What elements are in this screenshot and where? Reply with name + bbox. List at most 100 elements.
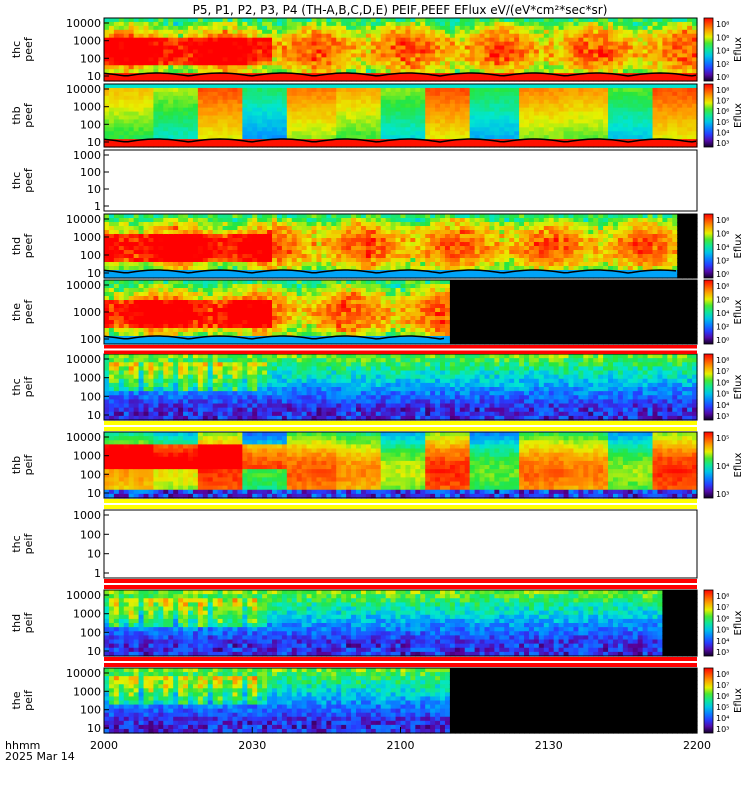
heatmap-cell	[405, 131, 411, 136]
heatmap-cell	[612, 87, 619, 93]
heatmap-cell	[123, 246, 130, 251]
heatmap-cell	[617, 143, 624, 148]
heatmap-cell	[430, 266, 436, 271]
heatmap-cell	[138, 18, 145, 23]
heatmap-cell	[489, 69, 495, 74]
heatmap-cell	[385, 119, 392, 124]
heatmap-cell	[247, 123, 253, 128]
heatmap-cell	[217, 214, 224, 219]
heatmap-cell	[232, 33, 239, 39]
heatmap-cell	[375, 99, 382, 105]
heatmap-cell	[622, 123, 629, 128]
heatmap-cell	[608, 87, 614, 93]
heatmap-cell	[385, 84, 392, 89]
heatmap-cell	[642, 61, 649, 66]
heatmap-cell	[687, 99, 693, 105]
heatmap-cell	[222, 99, 229, 105]
heatmap-cell	[286, 84, 293, 89]
heatmap-cell	[519, 111, 525, 117]
heatmap-cell	[622, 18, 629, 23]
heatmap-cell	[642, 84, 649, 89]
heatmap-cell	[385, 127, 392, 132]
heatmap-cell	[612, 135, 619, 140]
heatmap-cell	[296, 274, 303, 279]
heatmap-cell	[543, 119, 550, 124]
heatmap-cell	[608, 119, 614, 124]
heatmap-cell	[622, 49, 629, 55]
heatmap-cell	[642, 65, 649, 70]
heatmap-cell	[153, 73, 159, 78]
heatmap-cell	[306, 258, 313, 263]
heatmap-cell	[390, 29, 397, 35]
heatmap-cell	[207, 127, 214, 132]
heatmap-cell	[341, 57, 347, 62]
heatmap-cell	[336, 254, 342, 259]
heatmap-cell	[262, 258, 268, 263]
heatmap-cell	[316, 91, 323, 97]
heatmap-cell	[237, 242, 243, 247]
heatmap-cell	[410, 242, 416, 247]
heatmap-cell	[494, 18, 500, 23]
heatmap-cell	[252, 222, 258, 227]
heatmap-cell	[301, 135, 308, 140]
heatmap-cell	[178, 53, 184, 58]
heatmap-cell	[123, 53, 130, 58]
heatmap-cell	[657, 84, 664, 89]
heatmap-cell	[118, 143, 125, 148]
heatmap-cell	[316, 65, 323, 70]
heatmap-cell	[459, 91, 466, 97]
heatmap-cell	[647, 29, 654, 35]
heatmap-cell	[420, 37, 426, 43]
heatmap-cell	[622, 33, 629, 39]
heatmap-cell	[158, 270, 164, 275]
heatmap-cell	[262, 115, 268, 121]
heatmap-cell	[197, 123, 204, 128]
heatmap-cell	[346, 246, 352, 251]
heatmap-cell	[583, 45, 589, 51]
heatmap-cell	[504, 18, 510, 23]
heatmap-cell	[296, 53, 303, 58]
heatmap-cell	[420, 41, 426, 47]
heatmap-cell	[291, 123, 298, 128]
heatmap-cell	[514, 77, 520, 82]
heatmap-cell	[692, 33, 698, 39]
heatmap-cell	[568, 37, 575, 43]
heatmap-cell	[627, 111, 634, 117]
heatmap-cell	[346, 111, 352, 117]
heatmap-cell	[163, 218, 169, 223]
heatmap-cell	[286, 41, 293, 47]
heatmap-cell	[286, 119, 293, 124]
heatmap-cell	[143, 84, 150, 89]
heatmap-cell	[449, 127, 456, 132]
heatmap-cell	[430, 77, 436, 82]
heatmap-cell	[351, 246, 357, 251]
heatmap-cell	[400, 250, 407, 255]
heatmap-cell	[178, 242, 184, 247]
heatmap-cell	[336, 135, 342, 140]
heatmap-cell	[351, 49, 357, 55]
heatmap-cell	[420, 111, 426, 117]
heatmap-cell	[509, 41, 515, 47]
heatmap-cell	[400, 214, 407, 219]
heatmap-cell	[543, 103, 550, 109]
heatmap-cell	[217, 131, 224, 136]
heatmap-cell	[192, 262, 199, 267]
heatmap-cell	[494, 29, 500, 35]
heatmap-cell	[677, 139, 683, 144]
heatmap-cell	[425, 270, 431, 275]
heatmap-cell	[603, 77, 609, 82]
heatmap-cell	[331, 238, 337, 243]
heatmap-cell	[647, 91, 654, 97]
heatmap-cell	[336, 270, 342, 275]
heatmap-cell	[301, 226, 308, 231]
heatmap-cell	[168, 222, 174, 227]
heatmap-cell	[583, 99, 589, 105]
heatmap-cell	[212, 230, 219, 235]
heatmap-cell	[163, 33, 169, 39]
heatmap-cell	[267, 274, 273, 279]
heatmap-cell	[603, 21, 609, 27]
heatmap-cell	[504, 77, 510, 82]
heatmap-cell	[212, 238, 219, 243]
heatmap-cell	[415, 262, 421, 267]
heatmap-cell	[267, 45, 273, 51]
